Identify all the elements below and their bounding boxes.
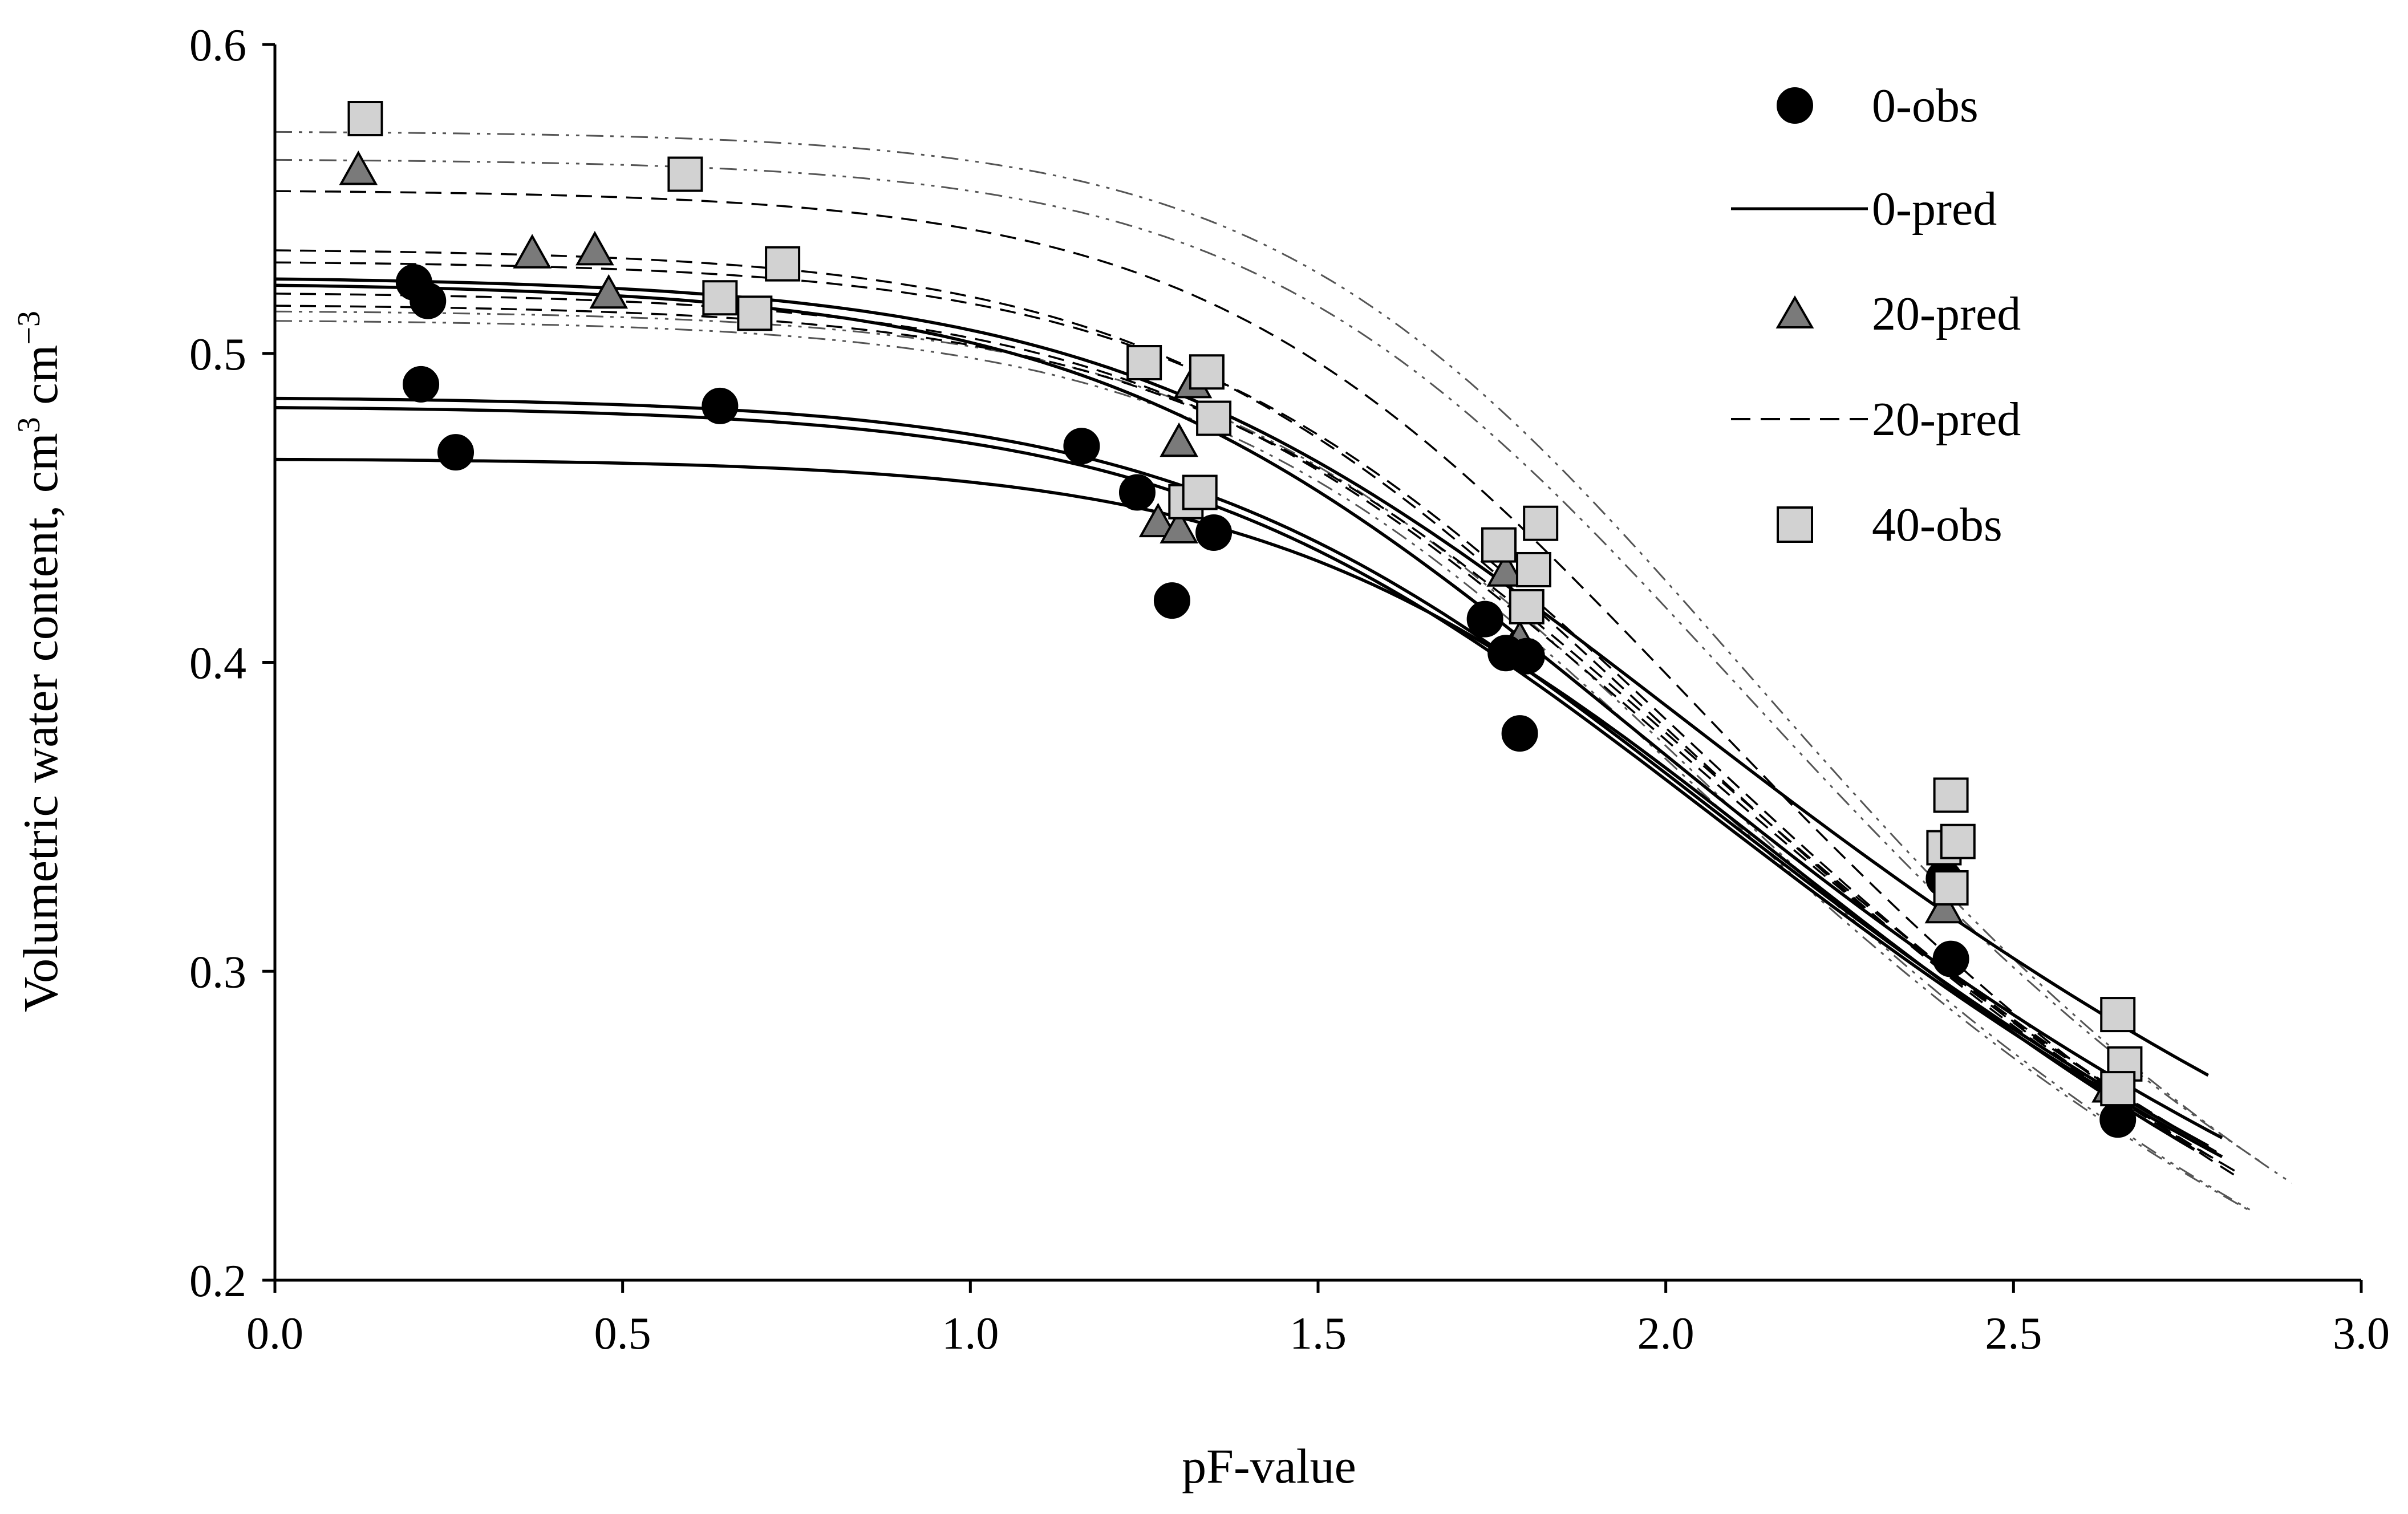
point-20-obs [1160, 509, 1198, 543]
x-axis-ticks: 0.0 0.5 1.0 1.5 2.0 2.5 3.0 [246, 1280, 2390, 1359]
x-axis-title: pF-value [1182, 1439, 1356, 1493]
legend: 0-obs 0-pred 20-pred 20-pred 40-obs [1731, 79, 2021, 551]
y-axis-title-main: Volumetric water content, cm [13, 433, 68, 1012]
point-40-obs [667, 156, 703, 192]
point-20-obs [589, 274, 629, 309]
point-40-obs [1933, 777, 1969, 813]
point-0-obs [2099, 1101, 2137, 1138]
y-tick-label: 0.4 [189, 639, 246, 689]
y-axis-title-unit: cm [13, 345, 68, 417]
point-0-obs [1118, 474, 1156, 511]
point-0-obs [1508, 638, 1545, 675]
legend-label-40-obs: 40-obs [1872, 498, 2002, 551]
curve-40-pred [274, 320, 2251, 1212]
x-tick-label: 2.0 [1637, 1309, 1694, 1359]
point-0-obs [1932, 940, 1969, 977]
y-tick-label: 0.5 [189, 330, 246, 380]
y-axis-title-sup-2: −3 [11, 311, 47, 345]
point-0-obs [702, 387, 739, 424]
point-40-obs [1182, 474, 1218, 510]
point-40-obs [347, 101, 383, 137]
point-40-obs [2100, 997, 2136, 1033]
x-tick-label: 2.5 [1985, 1309, 2042, 1359]
curve-20-pred [274, 249, 2223, 1164]
curve-0-pred [274, 457, 2195, 1151]
x-tick-label: 1.5 [1290, 1309, 1347, 1359]
point-40-obs [1515, 551, 1551, 587]
point-40-obs [1933, 870, 1969, 906]
point-20-obs [1138, 502, 1178, 538]
point-20-obs [1486, 552, 1526, 587]
point-0-obs [1063, 428, 1100, 465]
point-0-obs [1466, 600, 1503, 638]
y-axis-title-sup-1: 3 [11, 417, 47, 433]
legend-circle-marker [1777, 87, 1813, 124]
point-0-obs [410, 282, 447, 319]
x-tick-label: 1.0 [942, 1309, 999, 1359]
curve-40-pred [274, 310, 2251, 1211]
point-40-obs [1126, 345, 1162, 381]
point-40-obs [702, 280, 738, 316]
point-0-obs [1195, 514, 1233, 551]
y-tick-label: 0.3 [189, 947, 246, 997]
legend-triangle-marker [1775, 295, 1814, 328]
point-40-obs [1523, 505, 1559, 541]
curve-20-pred [274, 305, 2223, 1156]
point-0-obs [437, 434, 475, 471]
point-40-obs [1189, 354, 1225, 390]
point-0-obs [1501, 715, 1538, 752]
plot-area: 0.0 0.5 1.0 1.5 2.0 2.5 3.0 0.2 0.3 0.4 0.5 0.6 [189, 21, 2390, 1359]
curve-0-pred [274, 277, 2210, 1077]
legend-label-0-pred: 0-pred [1872, 182, 1997, 236]
point-20-obs [1924, 888, 1964, 924]
x-tick-label: 3.0 [2333, 1309, 2390, 1359]
point-0-obs [403, 366, 440, 403]
curve-0-pred [274, 406, 2223, 1159]
point-40-obs [1940, 823, 1976, 859]
legend-label-0-obs: 0-obs [1872, 79, 1979, 132]
point-40-obs [765, 246, 801, 282]
point-40-obs [2100, 1071, 2136, 1107]
x-tick-label: 0.0 [246, 1309, 303, 1359]
legend-label-20-pred-marker: 20-pred [1872, 287, 2021, 340]
point-20-obs [339, 151, 378, 185]
y-axis-title: Volumetric water content, cm3 cm−3 [11, 311, 68, 1012]
x-tick-label: 0.5 [594, 1309, 651, 1359]
point-40-obs [1481, 527, 1517, 563]
point-20-obs [1160, 422, 1198, 457]
point-20-obs [575, 230, 614, 266]
legend-square-marker [1777, 506, 1813, 543]
curve-20-pred [274, 261, 2237, 1173]
y-axis-ticks: 0.2 0.3 0.4 0.5 0.6 [189, 21, 275, 1306]
observed-points [339, 101, 2143, 1138]
point-40-obs [1196, 400, 1232, 436]
legend-label-20-pred-line: 20-pred [1872, 393, 2021, 446]
point-40-obs [1509, 588, 1544, 624]
point-40-obs [737, 295, 773, 331]
curve-20-pred [274, 190, 2237, 1177]
point-0-obs [1153, 582, 1190, 619]
point-20-obs [513, 234, 552, 269]
y-tick-label: 0.6 [189, 21, 246, 71]
y-tick-label: 0.2 [189, 1256, 246, 1306]
